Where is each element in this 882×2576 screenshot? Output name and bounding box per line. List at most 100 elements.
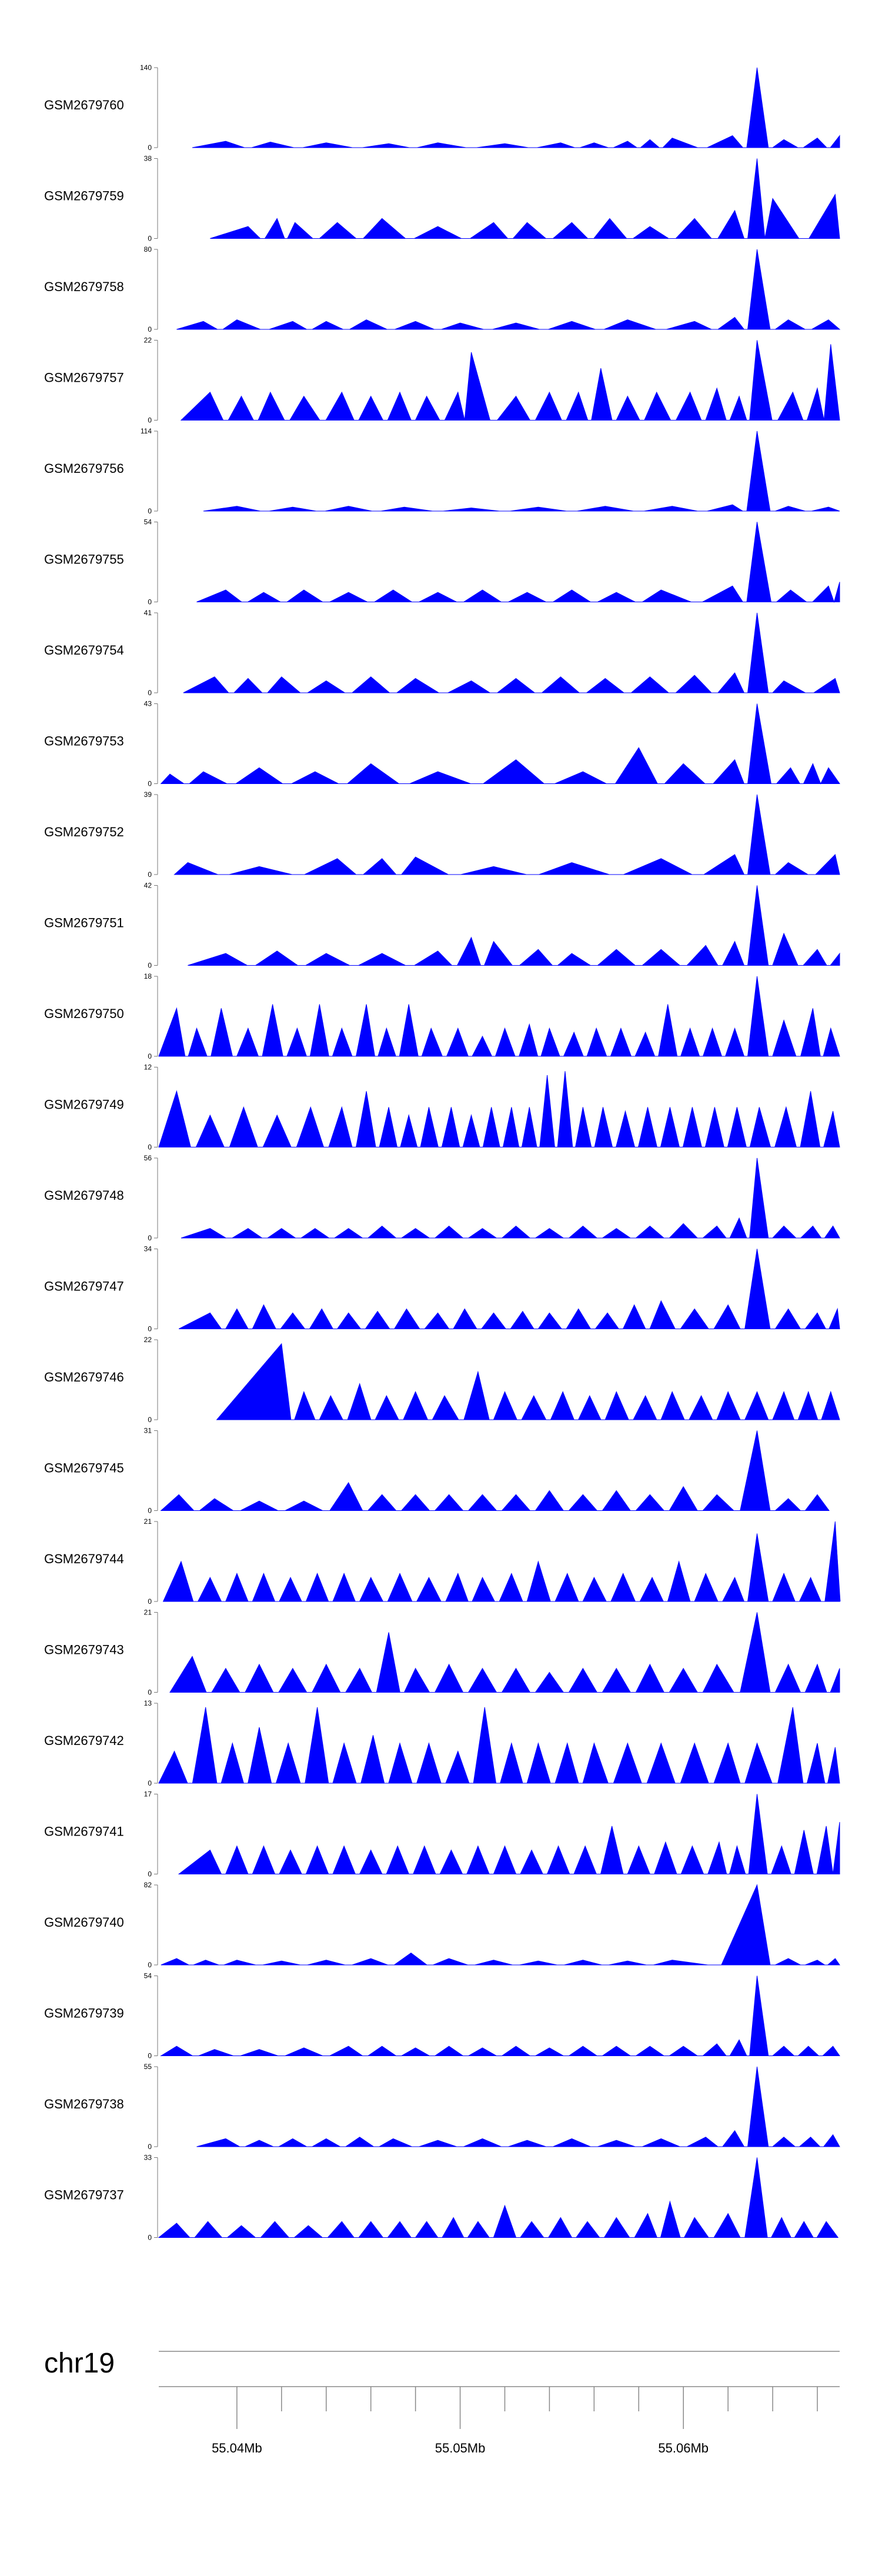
y-min-label: 0 — [148, 2143, 152, 2151]
y-max-label: 56 — [144, 1154, 152, 1162]
peak-mark — [751, 1158, 763, 1238]
peak-mark — [830, 1521, 841, 1601]
track-label: GSM2679757 — [44, 371, 124, 385]
y-min-label: 0 — [148, 1961, 152, 1969]
y-min-label: 0 — [148, 235, 152, 243]
coverage-area — [160, 1430, 830, 1511]
track: GSM2679759 38 0 — [44, 155, 840, 243]
coverage-area — [173, 794, 840, 875]
coverage-area — [169, 1612, 840, 1693]
y-max-label: 41 — [144, 609, 152, 617]
peak-mark — [479, 1707, 490, 1783]
track: GSM2679750 18 0 — [44, 972, 840, 1060]
y-max-label: 54 — [144, 518, 152, 526]
peak-mark — [751, 613, 763, 693]
coverage-area — [160, 1976, 840, 2056]
track: GSM2679747 34 0 — [44, 1245, 840, 1333]
axis-tick-label: 55.04Mb — [212, 2441, 262, 2455]
track-label: GSM2679748 — [44, 1188, 124, 1203]
peak-mark — [560, 1071, 571, 1147]
y-min-label: 0 — [148, 689, 152, 697]
track-label: GSM2679755 — [44, 552, 124, 567]
peak-mark — [751, 68, 763, 148]
track-label: GSM2679758 — [44, 279, 124, 294]
y-min-label: 0 — [148, 780, 152, 788]
y-min-label: 0 — [148, 1597, 152, 1606]
coverage-area — [178, 1249, 840, 1329]
coverage-area — [196, 522, 840, 603]
track-label: GSM2679745 — [44, 1461, 124, 1476]
track-label: GSM2679756 — [44, 461, 124, 476]
track-label: GSM2679749 — [44, 1097, 124, 1112]
axis-tick-label: 55.06Mb — [658, 2441, 709, 2455]
track: GSM2679757 22 0 — [44, 336, 840, 425]
track-label: GSM2679750 — [44, 1006, 124, 1021]
peak-mark — [751, 703, 763, 784]
track: GSM2679754 41 0 — [44, 609, 840, 697]
y-max-label: 140 — [140, 64, 152, 72]
y-max-label: 21 — [144, 1517, 152, 1526]
peak-mark — [751, 2157, 763, 2238]
track: GSM2679740 82 0 — [44, 1881, 840, 1969]
track: GSM2679744 21 0 — [44, 1517, 841, 1606]
peak-mark — [751, 795, 763, 875]
track: GSM2679753 43 0 — [44, 700, 840, 788]
track-label: GSM2679739 — [44, 2006, 124, 2021]
chromosome-label: chr19 — [44, 2348, 115, 2379]
peak-mark — [751, 340, 763, 421]
track: GSM2679756 114 0 — [44, 427, 840, 515]
coverage-area — [180, 340, 840, 421]
y-min-label: 0 — [148, 962, 152, 970]
coverage-area — [181, 1157, 840, 1239]
y-max-label: 80 — [144, 245, 152, 253]
coverage-area — [178, 1794, 840, 1874]
y-max-label: 12 — [144, 1063, 152, 1072]
y-min-label: 0 — [148, 1234, 152, 1242]
y-max-label: 18 — [144, 972, 152, 980]
peak-mark — [787, 1707, 799, 1783]
coverage-area — [203, 431, 840, 512]
coverage-area — [192, 67, 840, 148]
y-max-label: 31 — [144, 1427, 152, 1435]
track-label: GSM2679753 — [44, 734, 124, 749]
y-max-label: 33 — [144, 2154, 152, 2162]
track: GSM2679743 21 0 — [44, 1609, 840, 1697]
coverage-area — [162, 1521, 840, 1602]
peak-mark — [312, 1707, 323, 1783]
peak-mark — [751, 1794, 763, 1874]
track-label: GSM2679752 — [44, 825, 124, 839]
peak-mark — [751, 158, 763, 239]
track: GSM2679755 54 0 — [44, 518, 840, 606]
peak-mark — [751, 2067, 763, 2147]
y-max-label: 22 — [144, 1336, 152, 1344]
peak-mark — [751, 1976, 763, 2056]
y-min-label: 0 — [148, 1870, 152, 1878]
coverage-area — [158, 976, 840, 1057]
peak-mark — [751, 522, 763, 602]
y-max-label: 39 — [144, 790, 152, 799]
peak-mark — [276, 1343, 287, 1420]
y-min-label: 0 — [148, 1779, 152, 1787]
y-min-label: 0 — [148, 507, 152, 515]
y-min-label: 0 — [148, 1052, 152, 1060]
y-min-label: 0 — [148, 870, 152, 879]
track-label: GSM2679741 — [44, 1824, 124, 1839]
track: GSM2679758 80 0 — [44, 245, 841, 333]
y-min-label: 0 — [148, 2052, 152, 2060]
track-label: GSM2679759 — [44, 189, 124, 203]
coverage-area — [210, 158, 840, 239]
track: GSM2679748 56 0 — [44, 1154, 840, 1242]
peak-mark — [751, 431, 763, 511]
y-min-label: 0 — [148, 2234, 152, 2242]
track: GSM2679745 31 0 — [44, 1427, 830, 1515]
coverage-area — [196, 2066, 840, 2147]
y-max-label: 42 — [144, 882, 152, 890]
track: GSM2679752 39 0 — [44, 790, 840, 879]
track-label: GSM2679754 — [44, 643, 124, 658]
peak-mark — [751, 1430, 763, 1511]
coverage-area — [161, 1884, 840, 1966]
track: GSM2679751 42 0 — [44, 882, 840, 970]
track: GSM2679749 12 0 — [44, 1063, 840, 1152]
y-max-label: 38 — [144, 155, 152, 163]
